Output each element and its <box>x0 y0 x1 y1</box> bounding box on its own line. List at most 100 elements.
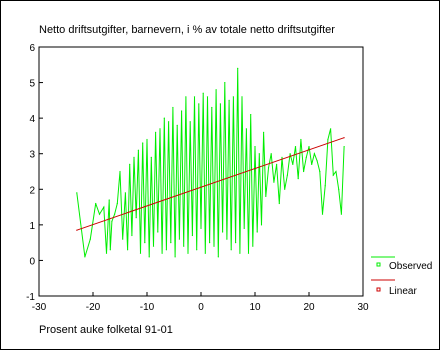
y-tick-label: 3 <box>29 150 35 161</box>
series-observed-point <box>183 245 185 247</box>
series-observed-point <box>146 138 148 141</box>
x-tick-label: -10 <box>140 302 155 313</box>
series-observed-point <box>196 249 198 251</box>
legend-linear-label: Linear <box>389 286 417 297</box>
legend-observed-marker <box>376 262 381 267</box>
series-observed-point <box>308 146 310 148</box>
series-observed-point <box>89 238 91 240</box>
series-observed-point <box>116 202 118 205</box>
series-observed-point <box>157 231 159 233</box>
series-observed-point <box>270 153 272 155</box>
series-observed-point <box>294 146 297 148</box>
series-observed-point <box>127 249 129 251</box>
x-tick-label: 20 <box>303 302 315 313</box>
series-observed-point <box>98 213 101 215</box>
series-observed-point <box>202 92 204 94</box>
series-observed-point <box>305 156 307 158</box>
series-observed-point <box>137 149 139 151</box>
series-observed-point <box>185 96 187 98</box>
x-tick-label: 10 <box>249 302 261 313</box>
series-observed-point <box>124 192 126 194</box>
series-observed-point <box>84 256 86 258</box>
series-observed-point <box>193 96 196 98</box>
legend-observed-label: Observed <box>389 261 432 272</box>
series-observed-point <box>335 170 337 173</box>
series-layer <box>76 67 345 258</box>
series-observed-point <box>191 234 193 237</box>
series-observed-point <box>226 238 228 240</box>
series-observed-point <box>316 160 318 162</box>
series-observed-point <box>239 252 241 254</box>
series-observed-point <box>187 252 189 254</box>
series-observed-point <box>122 238 124 240</box>
legend: Observed Linear <box>371 256 432 297</box>
y-tick-label: 5 <box>29 79 35 90</box>
series-observed-point <box>111 220 113 222</box>
series-observed-point <box>198 103 200 105</box>
series-observed-point <box>170 242 172 244</box>
y-tick-label: 4 <box>29 114 35 125</box>
series-observed-point <box>139 252 142 254</box>
series-observed-point <box>163 117 165 119</box>
series-observed-point <box>142 142 144 144</box>
series-observed-point <box>200 227 202 229</box>
series-observed-point <box>129 163 131 165</box>
series-observed-point <box>267 167 270 169</box>
series-observed-point <box>260 224 263 226</box>
series-observed-point <box>133 156 135 158</box>
series-observed-point <box>330 128 332 130</box>
series-observed-point <box>273 181 275 183</box>
x-tick-label: -30 <box>32 302 47 313</box>
series-observed-point <box>215 89 217 91</box>
series-observed-point <box>300 138 302 141</box>
series-observed-point <box>95 202 97 205</box>
series-observed-point <box>159 128 161 130</box>
series-observed-point <box>235 242 237 244</box>
plot-area <box>38 46 364 297</box>
series-linear-point <box>76 229 78 231</box>
series-observed-point <box>155 131 157 133</box>
series-observed-point <box>303 170 305 173</box>
series-observed-point <box>176 124 178 126</box>
series-observed-point <box>213 245 215 247</box>
series-observed-point <box>289 153 291 155</box>
series-observed-point <box>219 103 221 105</box>
x-axis-label: Prosent auke folketal 91-01 <box>39 324 173 336</box>
series-observed-point <box>172 106 174 109</box>
x-tick-label: 30 <box>357 302 369 313</box>
series-observed-point <box>168 121 170 123</box>
series-observed-point <box>222 231 224 233</box>
series-observed-point <box>206 96 209 98</box>
series-observed-point <box>313 153 315 155</box>
series-linear-point <box>343 137 345 139</box>
series-observed-point <box>230 249 232 251</box>
series-observed-point <box>161 252 163 254</box>
series-observed-point <box>135 217 137 219</box>
series-observed-point <box>237 67 239 69</box>
series-observed-line <box>76 68 345 258</box>
series-observed-point <box>343 146 345 148</box>
series-observed-point <box>278 202 280 205</box>
y-tick-label: 6 <box>29 43 35 54</box>
series-observed-point <box>108 199 110 201</box>
series-observed-point <box>250 114 252 116</box>
series-observed-point <box>243 227 245 229</box>
series-observed-point <box>319 170 321 173</box>
series-observed-point <box>281 156 283 158</box>
series-observed-point <box>256 231 258 233</box>
series-observed-point <box>241 96 243 98</box>
series-observed-point <box>228 99 230 101</box>
y-tick-label: 1 <box>29 221 35 232</box>
series-observed-point <box>76 192 78 194</box>
series-observed-point <box>258 153 260 155</box>
series-observed-point <box>165 249 167 251</box>
y-axis: -1 0 1 2 3 4 5 6 <box>26 43 43 303</box>
series-observed-point <box>103 206 105 208</box>
series-observed-point <box>152 245 155 247</box>
series-observed-point <box>247 252 250 254</box>
x-tick-label: 0 <box>198 302 204 313</box>
series-observed-point <box>254 146 256 148</box>
series-observed-point <box>178 238 180 240</box>
